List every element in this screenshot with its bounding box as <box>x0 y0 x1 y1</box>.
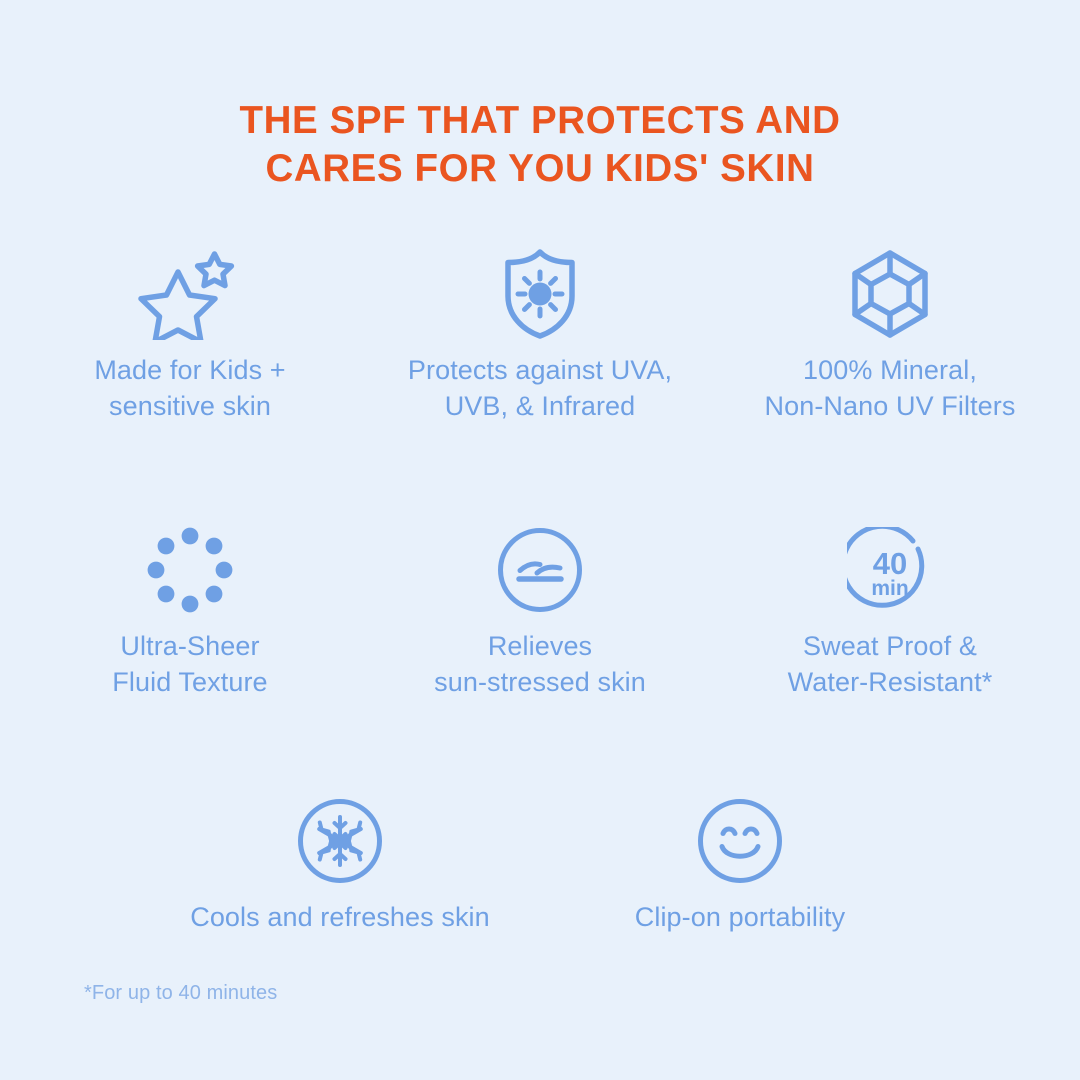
feature-item-relieves-skin: Relieves sun-stressed skin <box>365 524 715 700</box>
page-title-line-1: THE SPF THAT PROTECTS AND <box>239 99 841 142</box>
feature-label-line-1: Made for Kids + <box>94 355 286 385</box>
feature-label: Made for Kids + sensitive skin <box>94 352 285 424</box>
shield-sun-icon <box>497 248 583 340</box>
feature-item-made-for-kids: Made for Kids + sensitive skin <box>15 248 365 424</box>
feature-label-line-1: Protects against UVA, <box>407 355 673 385</box>
feature-item-cools-refreshes: Cools and refreshes skin <box>140 795 540 935</box>
feature-label: Cools and refreshes skin <box>190 899 490 935</box>
feature-label-line-1: Ultra-Sheer <box>120 631 260 661</box>
feature-label-line-1: 100% Mineral, <box>803 355 977 385</box>
footnote-text: *For up to 40 minutes <box>84 982 278 1004</box>
page-title: THE SPF THAT PROTECTS AND CARES FOR YOU … <box>0 97 1080 193</box>
feature-row-2: Ultra-Sheer Fluid Texture Relieves sun-s… <box>0 524 1080 700</box>
feature-label: Sweat Proof & Water-Resistant* <box>788 628 993 700</box>
feature-label-line-2: Water-Resistant* <box>787 667 993 697</box>
feature-label-line-2: Fluid Texture <box>112 667 268 697</box>
feature-item-clip-on-portability: Clip-on portability <box>540 795 940 935</box>
feature-label: Ultra-Sheer Fluid Texture <box>112 628 267 700</box>
feature-label: 100% Mineral, Non-Nano UV Filters <box>765 352 1016 424</box>
page-title-line-2: CARES FOR YOU KIDS' SKIN <box>265 147 815 190</box>
feature-label-line-1: Cools and refreshes skin <box>190 902 490 932</box>
two-stars-icon <box>138 248 242 340</box>
feature-item-sweat-water-resistant: 40 min Sweat Proof & Water-Resistant* <box>715 524 1065 700</box>
feature-item-protects-uva-uvb: Protects against UVA, UVB, & Infrared <box>365 248 715 424</box>
feature-label-line-1: Clip-on portability <box>634 902 846 932</box>
feature-label-line-1: Relieves <box>487 631 593 661</box>
feature-row-1: Made for Kids + sensitive skin <box>0 248 1080 424</box>
timer-unit: min <box>871 577 908 600</box>
feature-label-line-2: UVB, & Infrared <box>444 391 636 421</box>
forty-min-timer-icon: 40 min <box>847 524 933 616</box>
timer-value: 40 <box>873 546 907 581</box>
feature-label-line-2: Non-Nano UV Filters <box>764 391 1016 421</box>
feature-row-3: Cools and refreshes skin Clip-on portabi… <box>0 795 1080 935</box>
circle-waves-relief-icon <box>497 524 583 616</box>
feature-label-line-1: Sweat Proof & <box>803 631 977 661</box>
dotted-circle-fluid-icon <box>147 524 233 616</box>
smiley-face-icon <box>697 795 783 887</box>
feature-label-line-2: sun-stressed skin <box>434 667 646 697</box>
feature-label-line-2: sensitive skin <box>109 391 271 421</box>
feature-grid: Made for Kids + sensitive skin <box>0 248 1080 935</box>
hexagon-mineral-icon <box>845 248 935 340</box>
feature-item-mineral-filters: 100% Mineral, Non-Nano UV Filters <box>715 248 1065 424</box>
feature-label: Protects against UVA, UVB, & Infrared <box>408 352 672 424</box>
feature-item-ultra-sheer: Ultra-Sheer Fluid Texture <box>15 524 365 700</box>
feature-label: Relieves sun-stressed skin <box>434 628 646 700</box>
feature-label: Clip-on portability <box>635 899 846 935</box>
snowflake-circle-icon <box>297 795 383 887</box>
